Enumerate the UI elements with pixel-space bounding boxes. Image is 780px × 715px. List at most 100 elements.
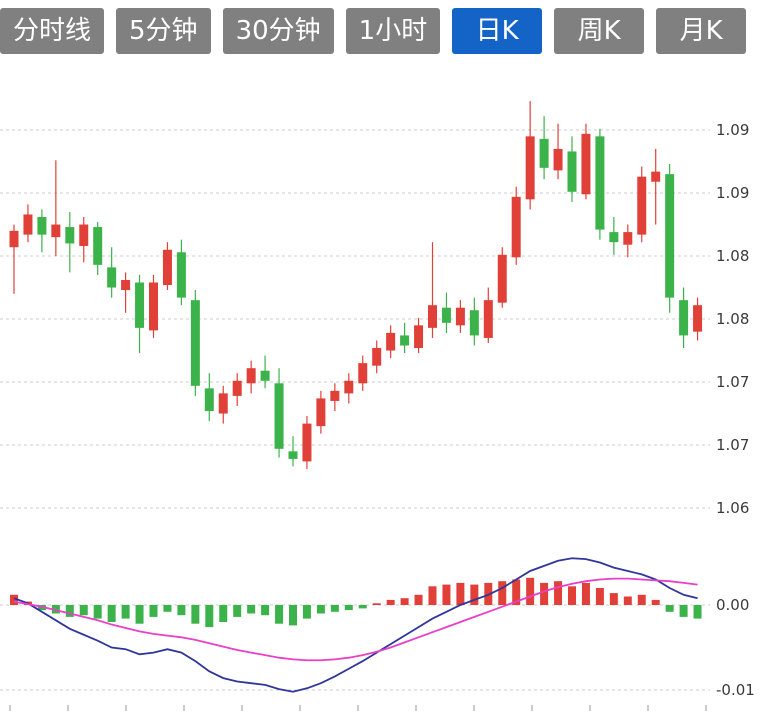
macd-histogram-bar [526, 577, 535, 605]
candle-body [497, 254, 507, 303]
tab-monthly-k[interactable]: 月K [656, 8, 747, 54]
candle-body [9, 230, 19, 248]
candle-body [190, 300, 200, 386]
candlestick-macd-chart[interactable]: 1.09 1.09 1.08 1.08 1.07 1.07 1.06 0.00 -0.01 [0, 62, 780, 711]
price-axis-label: 1.08 [716, 247, 749, 265]
macd-histogram-bar [470, 584, 479, 605]
candle-body [162, 249, 172, 286]
candle-body [679, 300, 689, 336]
price-axis-label: 1.09 [716, 184, 749, 202]
timeframe-tabbar: 分时线 5分钟 30分钟 1小时 日K 周K 月K [0, 0, 780, 62]
candle-body [455, 307, 465, 326]
macd-histogram-bar [554, 581, 563, 605]
macd-histogram-bar [93, 605, 102, 619]
price-axis-label: 1.08 [716, 310, 749, 328]
tab-minute-line[interactable]: 分时线 [0, 8, 105, 54]
macd-histogram-bar [261, 605, 270, 616]
macd-histogram-bar [247, 605, 256, 614]
macd-axis-label: -0.01 [716, 681, 755, 699]
macd-histogram-bar [512, 579, 521, 605]
candle-body [65, 227, 75, 244]
macd-histogram-bar [302, 605, 311, 619]
candle-body [51, 224, 61, 238]
macd-histogram-bar [107, 605, 116, 622]
chart-area: 1.09 1.09 1.08 1.08 1.07 1.07 1.06 0.00 -0.01 [0, 62, 780, 711]
macd-histogram-bar [275, 605, 284, 624]
candle-body [511, 196, 521, 258]
candle-body [135, 282, 145, 328]
macd-histogram-bar [595, 588, 604, 605]
macd-histogram-bar [568, 586, 576, 605]
candle-body [386, 332, 396, 351]
macd-histogram-bar [163, 605, 172, 612]
macd-histogram-bar [135, 605, 144, 624]
candle-body [595, 136, 605, 230]
candle-body [23, 214, 33, 235]
price-axis-label: 1.07 [716, 373, 749, 391]
macd-histogram-bar [121, 605, 130, 619]
tab-1hour[interactable]: 1小时 [345, 8, 441, 54]
tab-weekly-k[interactable]: 周K [554, 8, 645, 54]
macd-histogram-bar [428, 586, 437, 605]
macd-histogram-bar [414, 594, 423, 605]
macd-histogram-bar [386, 599, 395, 605]
macd-histogram-bar [693, 605, 702, 619]
candle-body [302, 423, 312, 462]
candle-body [428, 305, 437, 328]
macd-histogram-bar [219, 605, 228, 622]
macd-histogram-bar [400, 598, 409, 605]
macd-histogram-bar [581, 582, 590, 605]
tab-30min[interactable]: 30分钟 [222, 8, 334, 54]
macd-histogram-bar [330, 605, 339, 612]
candle-body [288, 451, 298, 459]
candle-body [246, 368, 256, 384]
macd-histogram-bar [679, 605, 688, 617]
macd-histogram-bar [316, 605, 325, 614]
macd-histogram-bar [665, 605, 674, 612]
macd-histogram-bar [65, 605, 74, 617]
candle-body [330, 390, 340, 401]
candle-body [107, 267, 117, 288]
candle-body [358, 363, 368, 384]
candle-body [553, 148, 563, 171]
macd-histogram-bar [372, 603, 381, 605]
candle-body [149, 282, 158, 331]
candle-body [665, 174, 675, 298]
macd-histogram-bar [498, 581, 507, 605]
macd-histogram-bar [79, 605, 88, 616]
macd-histogram-bar [540, 582, 549, 605]
tab-daily-k[interactable]: 日K [452, 8, 543, 54]
candle-body [93, 227, 103, 265]
candle-body [372, 348, 382, 366]
candle-body [218, 393, 228, 414]
macd-histogram-bar [609, 593, 618, 605]
macd-histogram-bar [637, 594, 646, 605]
candle-body [623, 232, 633, 245]
candle-body [316, 398, 326, 427]
candle-body [637, 176, 647, 235]
macd-histogram-bar [205, 605, 214, 628]
macd-histogram-bar [623, 596, 632, 605]
macd-histogram-bar [177, 605, 186, 616]
macd-axis-label: 0.00 [716, 596, 749, 614]
tab-5min[interactable]: 5分钟 [116, 8, 211, 54]
macd-histogram-bar [191, 605, 200, 624]
candle-body [232, 380, 242, 396]
price-axis-label: 1.09 [716, 121, 749, 139]
candle-body [539, 138, 549, 168]
candle-body [469, 310, 479, 336]
candle-body [651, 171, 661, 182]
candle-body [567, 151, 577, 192]
macd-histogram-bar [233, 605, 242, 617]
price-axis-label: 1.07 [716, 436, 749, 454]
candle-body [525, 136, 535, 200]
candle-body [204, 388, 214, 412]
macd-histogram-bar [651, 599, 660, 605]
candle-body [37, 216, 47, 235]
candle-body [260, 370, 270, 381]
candle-body [176, 252, 186, 298]
candle-body [609, 232, 619, 243]
price-axis-label: 1.06 [716, 499, 749, 517]
candle-body [441, 307, 451, 323]
candle-body [400, 335, 410, 346]
